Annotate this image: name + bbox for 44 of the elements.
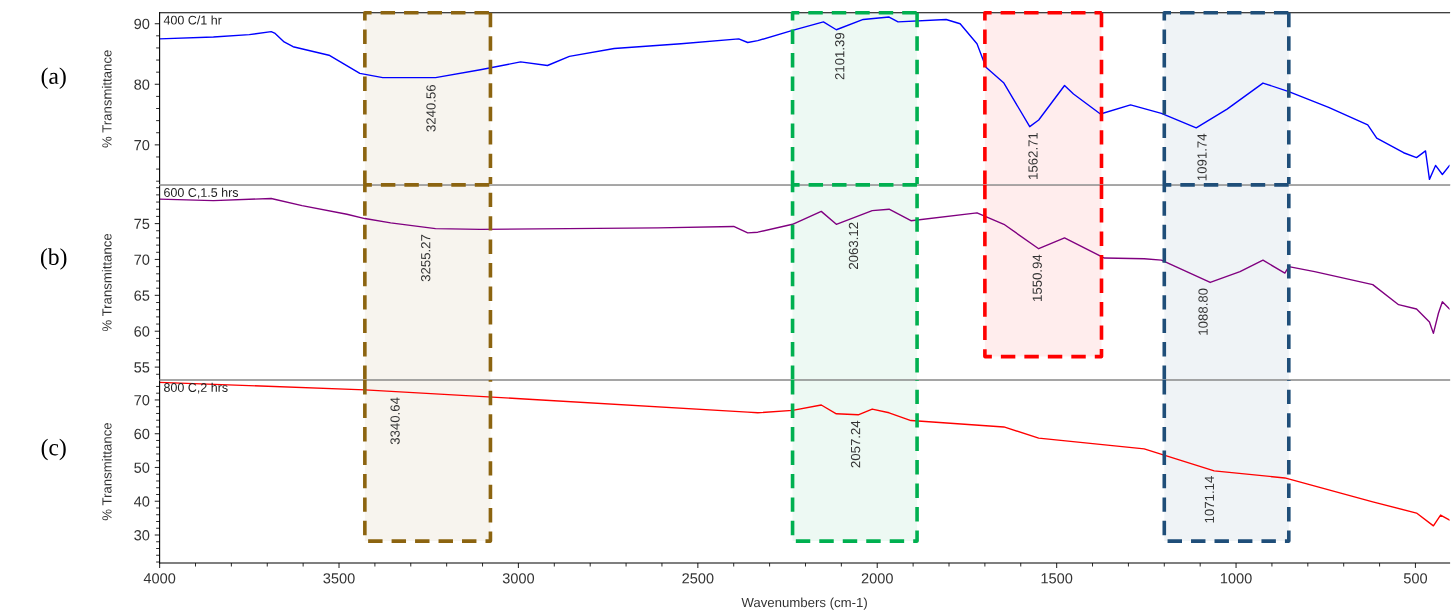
y-tick-label: 40 <box>134 496 150 507</box>
text: (b) <box>40 248 67 270</box>
x-tick-label: 500 <box>1403 573 1428 584</box>
annotation: 3255.27 <box>421 234 431 282</box>
y-tick-label: 90 <box>134 18 150 30</box>
annotation: 2063.12 <box>848 222 859 269</box>
x-tick-label: 2000 <box>861 573 893 584</box>
y-tick-label: 60 <box>134 326 150 337</box>
annotation: 1071.14 <box>1204 476 1215 523</box>
y-tick-label: 30 <box>134 530 150 541</box>
y-tick-label: 60 <box>134 428 150 440</box>
x-tick-label: 3000 <box>502 573 535 584</box>
x-tick-label: 3500 <box>323 573 355 584</box>
y-tick-label: 65 <box>134 290 150 301</box>
y-tick-label: 80 <box>134 79 150 90</box>
annotation: 2101.39 <box>835 32 845 80</box>
y-tick-label: 50 <box>134 462 150 473</box>
series-label: 800 C,2 hrs <box>164 382 228 394</box>
x-tick-label: 1500 <box>1041 573 1073 584</box>
y-tick-label: 70 <box>134 395 150 406</box>
x-tick-label: 2500 <box>682 573 714 584</box>
y-axis-title: % Transmittance <box>101 422 112 521</box>
series-label: 400 C/1 hr <box>163 15 222 25</box>
x-tick-label: 1000 <box>1220 573 1252 584</box>
line-series <box>159 16 1450 181</box>
x-tick-label: 4000 <box>143 573 176 584</box>
series-label: 600 C,1.5 hrs <box>164 187 239 199</box>
annotation: 3340.64 <box>390 397 400 445</box>
text: (c) <box>41 438 66 461</box>
annotation: 1088.80 <box>1198 288 1208 335</box>
y-tick-label: 55 <box>134 362 150 373</box>
y-axis-title: % Transmittance <box>101 50 112 148</box>
y-tick-label: 70 <box>134 254 150 265</box>
annotation: 1550.94 <box>1032 254 1042 301</box>
annotation: 1562.71 <box>1028 132 1038 179</box>
line-series <box>159 197 1450 335</box>
y-tick-label: 70 <box>134 139 150 151</box>
annotation: 2057.24 <box>850 420 861 468</box>
annotation: 1091.74 <box>1197 133 1207 181</box>
y-tick-label: 75 <box>134 218 150 230</box>
text: (a) <box>41 67 66 89</box>
y-axis-title: % Transmittance <box>101 233 112 332</box>
annotation: 3240.56 <box>426 84 436 132</box>
x-axis-title: Wavenumbers (cm-1) <box>741 597 867 610</box>
